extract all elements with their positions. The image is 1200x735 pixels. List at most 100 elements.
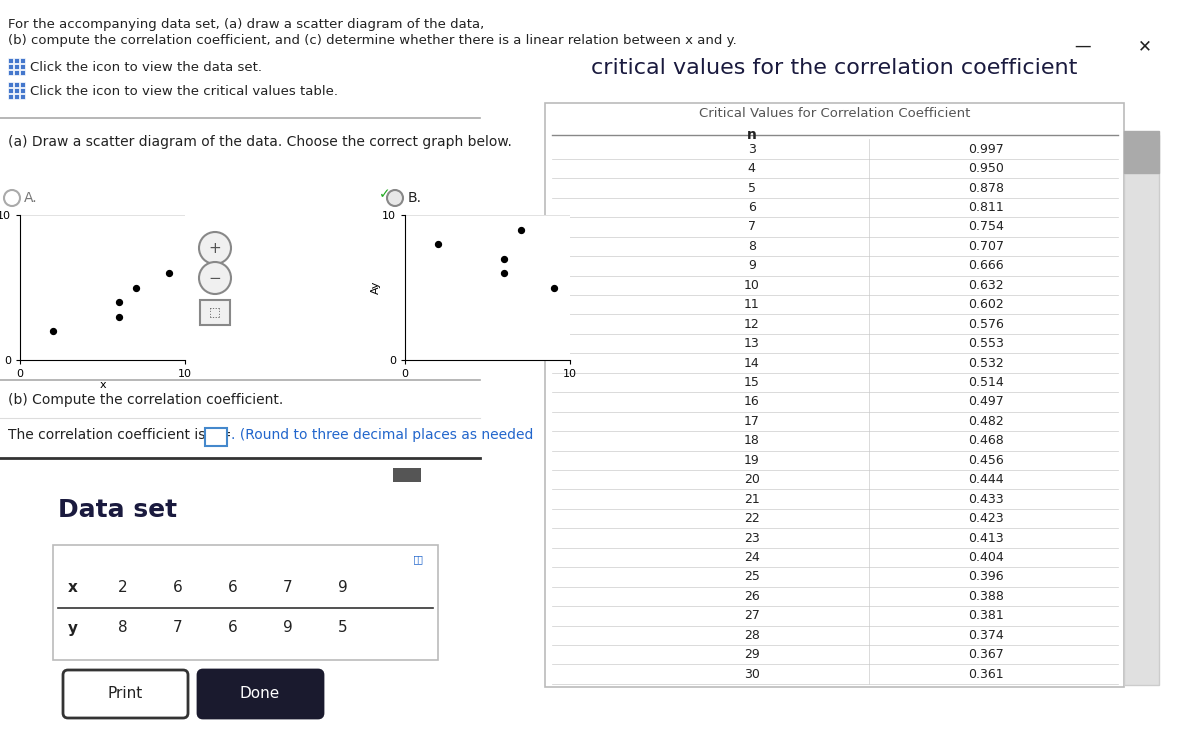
Point [109, 311, 128, 323]
Text: 0.367: 0.367 [968, 648, 1004, 662]
Circle shape [199, 232, 230, 264]
Text: 6: 6 [228, 581, 238, 595]
Text: 12: 12 [744, 318, 760, 331]
Text: 0.666: 0.666 [968, 259, 1004, 273]
Text: (b) Compute the correlation coefficient.: (b) Compute the correlation coefficient. [8, 393, 283, 407]
Bar [8, 88, 13, 93]
X-axis label: x: x [100, 381, 106, 390]
Bar [1124, 135, 1159, 684]
Text: 0.878: 0.878 [968, 182, 1004, 195]
Text: B.: B. [408, 191, 422, 205]
Text: 0.707: 0.707 [968, 240, 1004, 253]
Text: Print: Print [107, 686, 143, 701]
Bar [14, 82, 19, 87]
Text: 17: 17 [744, 415, 760, 428]
Point [126, 282, 145, 293]
Bar [20, 88, 25, 93]
Bar [8, 70, 13, 75]
Bar [200, 300, 230, 325]
Text: 22: 22 [744, 512, 760, 525]
Text: 11: 11 [744, 298, 760, 311]
Text: 2: 2 [118, 581, 128, 595]
Text: 25: 25 [744, 570, 760, 584]
Text: 0.433: 0.433 [968, 492, 1004, 506]
Text: 9: 9 [748, 259, 756, 273]
Text: 0.532: 0.532 [968, 356, 1004, 370]
Bar [20, 82, 25, 87]
Bar [8, 64, 13, 69]
Circle shape [386, 190, 403, 206]
Text: 6: 6 [173, 581, 182, 595]
Text: 23: 23 [744, 531, 760, 545]
Text: 7: 7 [748, 220, 756, 234]
Text: 0.632: 0.632 [968, 279, 1004, 292]
Text: 0.514: 0.514 [968, 376, 1004, 389]
Bar [20, 58, 25, 63]
Text: 0.950: 0.950 [968, 162, 1004, 175]
Text: . (Round to three decimal places as needed: . (Round to three decimal places as need… [230, 428, 533, 442]
Text: 0.413: 0.413 [968, 531, 1004, 545]
Bar [394, 468, 421, 482]
FancyBboxPatch shape [545, 104, 1124, 687]
Text: 7: 7 [283, 581, 293, 595]
Text: 8: 8 [748, 240, 756, 253]
Bar [14, 94, 19, 99]
Text: 16: 16 [744, 395, 760, 409]
Bar [20, 94, 25, 99]
Point [511, 223, 530, 235]
Text: 10: 10 [744, 279, 760, 292]
Text: 7: 7 [173, 620, 182, 636]
Bar [20, 70, 25, 75]
Text: 0.444: 0.444 [968, 473, 1004, 487]
Circle shape [199, 262, 230, 294]
Text: 0.456: 0.456 [968, 453, 1004, 467]
Text: 0.396: 0.396 [968, 570, 1004, 584]
Text: 0.374: 0.374 [968, 628, 1004, 642]
Text: 0.602: 0.602 [968, 298, 1004, 311]
Text: A.: A. [24, 191, 37, 205]
Bar [53, 545, 438, 660]
Text: 4: 4 [748, 162, 756, 175]
Text: 0.388: 0.388 [968, 590, 1004, 603]
Text: x: x [68, 581, 78, 595]
FancyBboxPatch shape [198, 670, 323, 718]
FancyBboxPatch shape [64, 670, 188, 718]
Text: 0.754: 0.754 [968, 220, 1004, 234]
Text: (b) compute the correlation coefficient, and (c) determine whether there is a li: (b) compute the correlation coefficient,… [8, 34, 737, 47]
Point [544, 282, 563, 293]
Text: 0.811: 0.811 [968, 201, 1004, 214]
Bar [1124, 131, 1159, 173]
Text: critical values for the correlation coefficient: critical values for the correlation coef… [592, 58, 1078, 78]
Text: −: − [209, 270, 221, 285]
Text: 6: 6 [228, 620, 238, 636]
Text: 29: 29 [744, 648, 760, 662]
Text: 5: 5 [748, 182, 756, 195]
Bar [8, 94, 13, 99]
Point [494, 267, 514, 279]
Bar [8, 82, 13, 87]
Text: 0.361: 0.361 [968, 667, 1004, 681]
Point [43, 325, 62, 337]
Bar [14, 88, 19, 93]
Text: 0.576: 0.576 [968, 318, 1004, 331]
Text: ✓: ✓ [379, 187, 391, 201]
Text: +: + [209, 240, 221, 256]
Point [109, 296, 128, 308]
Text: 0.381: 0.381 [968, 609, 1004, 623]
Bar [8, 58, 13, 63]
Text: 30: 30 [744, 667, 760, 681]
Text: ◫: ◫ [413, 554, 424, 564]
Point [428, 238, 448, 250]
Text: 5: 5 [338, 620, 348, 636]
Y-axis label: Ay: Ay [371, 281, 380, 294]
Text: Critical Values for Correlation Coefficient: Critical Values for Correlation Coeffici… [698, 107, 971, 120]
Text: 0.468: 0.468 [968, 434, 1004, 448]
Text: 0.497: 0.497 [968, 395, 1004, 409]
Bar [20, 64, 25, 69]
Text: 3: 3 [748, 143, 756, 156]
Text: 0.404: 0.404 [968, 551, 1004, 564]
Text: Data set: Data set [58, 498, 178, 522]
Point [494, 253, 514, 265]
Text: 8: 8 [118, 620, 128, 636]
Text: n: n [746, 128, 757, 142]
